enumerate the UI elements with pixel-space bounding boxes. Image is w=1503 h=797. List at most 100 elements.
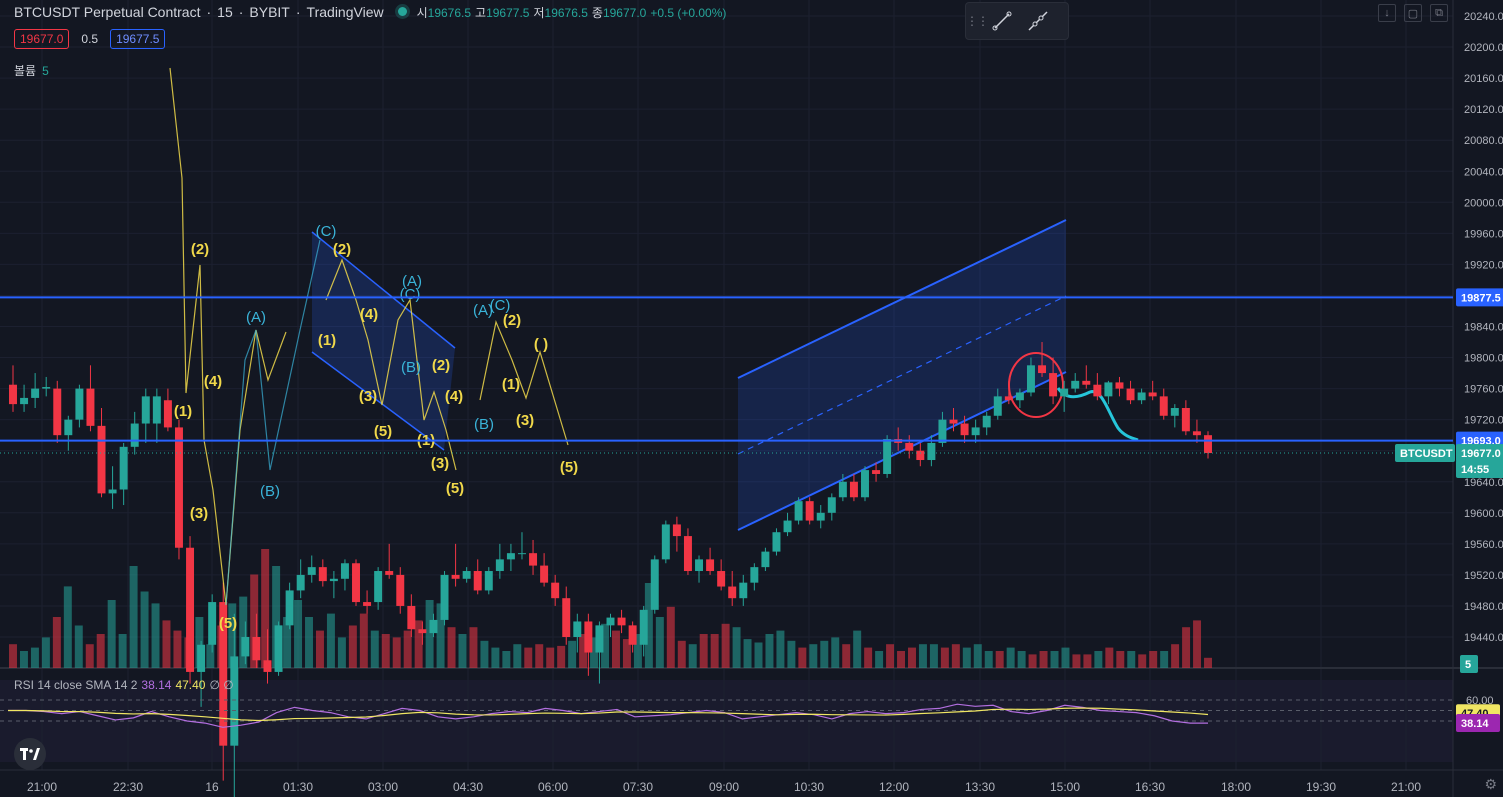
time-tick-label: 09:00 (709, 780, 739, 794)
volume-bar (929, 644, 938, 668)
rsi-value: 38.14 (141, 678, 172, 692)
volume-bar (1061, 647, 1070, 668)
candle-body (739, 582, 748, 599)
wave-label: (2) (432, 357, 450, 374)
volume-bar (63, 586, 72, 668)
price-tick-label: 19520.00 (1464, 570, 1503, 582)
candle-body (683, 536, 692, 572)
candle-body (407, 605, 416, 630)
volume-bar (579, 634, 588, 668)
wave-path-4 (479, 319, 569, 446)
price-tick-label: 20040.00 (1464, 166, 1503, 178)
candle-body (374, 571, 383, 603)
wave-label: (3) (431, 455, 449, 472)
candle-body (75, 388, 84, 420)
volume-bar (1105, 647, 1114, 668)
candle-body (706, 559, 715, 572)
volume-bar (886, 644, 895, 668)
wave-label: (C) (490, 297, 511, 314)
volume-bar (743, 639, 752, 668)
volume-bar (655, 617, 664, 668)
settings-gear-icon[interactable]: ⚙ (1484, 776, 1497, 792)
volume-bar (436, 603, 445, 668)
candle-body (562, 598, 571, 637)
price-tick-label: 20160.00 (1464, 73, 1503, 85)
wave-path-1 (169, 67, 287, 606)
wave-label: (5) (219, 615, 237, 632)
candle-body (1026, 365, 1035, 393)
candle-body (506, 553, 515, 560)
candlesticks (9, 342, 1212, 797)
drawing-toolbar[interactable]: ⋮⋮ (965, 2, 1069, 40)
volume-bar (447, 627, 456, 668)
candle-body (761, 551, 770, 568)
wave-label: (3) (190, 505, 208, 522)
candle-body (197, 644, 206, 672)
volume-bar (1171, 644, 1180, 668)
tradingview-logo-icon[interactable] (14, 738, 46, 770)
wave-label: ( ) (534, 336, 548, 353)
volume-bar (513, 644, 522, 668)
candle-body (163, 400, 172, 428)
candle-body (484, 571, 493, 591)
wave-label: (1) (318, 332, 336, 349)
volume-bar (107, 600, 116, 668)
candle-body (1148, 392, 1157, 397)
candle-body (650, 559, 659, 610)
candle-body (119, 446, 128, 490)
price-tick-label: 19800.00 (1464, 353, 1503, 365)
wave-label: (A) (246, 309, 266, 326)
candle-body (385, 571, 394, 575)
candle-body (960, 423, 969, 436)
buy-price-button[interactable]: 19677.5 (110, 29, 166, 49)
candle-body (230, 656, 239, 746)
wave-label: (C) (316, 223, 337, 240)
volume-tag: 5 (1465, 659, 1471, 671)
price-tick-label: 20000.00 (1464, 197, 1503, 209)
price-tag-upper-bg (1456, 288, 1503, 307)
volume-legend[interactable]: 볼륨 5 (14, 62, 49, 79)
candle-body (141, 396, 150, 424)
market-status-icon (397, 7, 407, 16)
time-tick-label: 10:30 (794, 780, 824, 794)
candle-body (307, 567, 316, 575)
candle-body (1137, 392, 1146, 401)
candle-body (1071, 380, 1080, 389)
move-down-icon[interactable]: ↓ (1378, 4, 1396, 22)
volume-bar (1094, 651, 1103, 668)
volume-bar (425, 600, 434, 668)
symbol-legend[interactable]: BTCUSDT Perpetual Contract · 15 · BYBIT · Trad… (14, 4, 727, 20)
volume-bar (688, 644, 697, 668)
candle-body (340, 563, 349, 579)
rsi-tick-label: 60.00 (1466, 695, 1494, 707)
elliott-wave-annotations: (2)(4)(1)(3)(5)(A)(B)(C)(2)(4)(1)(3)(5)(… (169, 67, 578, 632)
volume-bar (644, 583, 653, 668)
candle-body (584, 621, 593, 653)
volume-bar (348, 625, 357, 668)
candle-body (717, 571, 726, 587)
descending-channel (312, 232, 455, 450)
trendline-tool-icon[interactable] (984, 3, 1020, 39)
drag-grip-icon[interactable]: ⋮⋮ (966, 14, 989, 28)
rsi-legend[interactable]: RSI 14 close SMA 14 2 38.14 47.40 ∅ ∅ (14, 678, 234, 692)
price-tick-label: 19600.00 (1464, 508, 1503, 520)
maximize-icon[interactable]: ▢ (1404, 4, 1422, 22)
volume-bar (140, 591, 149, 668)
volume-bar (337, 637, 346, 668)
candle-body (595, 625, 604, 653)
candle-body (418, 629, 427, 634)
sell-price-button[interactable]: 19677.0 (14, 29, 70, 49)
candle-body (9, 384, 17, 405)
volume-bar (1182, 627, 1191, 668)
wave-label: (3) (359, 388, 377, 405)
time-tick-label: 18:00 (1221, 780, 1251, 794)
volume-bar (732, 627, 741, 668)
wave-path-2 (225, 239, 321, 606)
rsi-sma-value: 47.40 (175, 678, 206, 692)
symbol-name: BTCUSDT Perpetual Contract (14, 4, 201, 20)
countdown-tag-bg (1456, 460, 1503, 479)
horizontal-lines (0, 296, 1453, 454)
restore-icon[interactable]: ⧉ (1430, 4, 1448, 22)
extended-line-tool-icon[interactable] (1020, 3, 1056, 39)
